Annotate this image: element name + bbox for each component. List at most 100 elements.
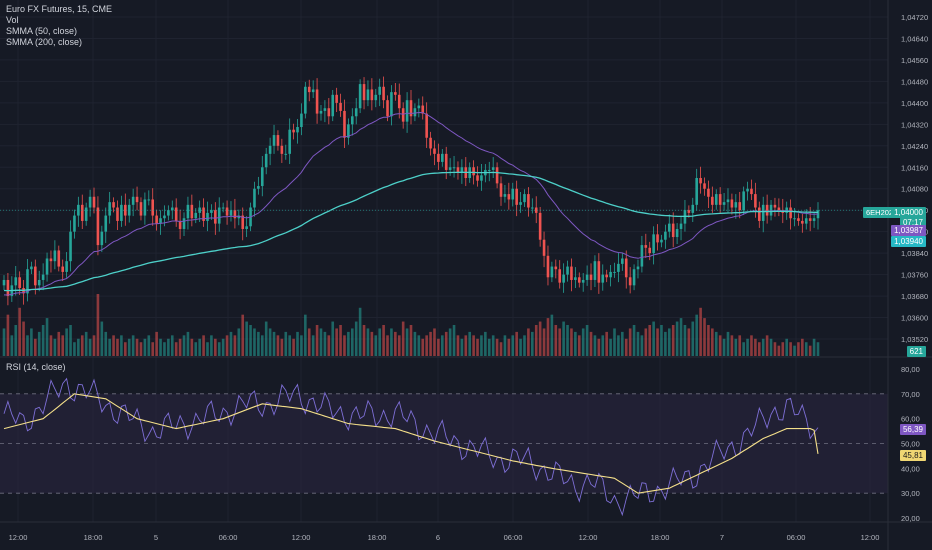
- candle-body: [711, 196, 714, 205]
- candle-body: [523, 194, 526, 203]
- candle-body: [507, 194, 511, 200]
- volume-bar: [116, 338, 119, 356]
- price-tick-label: 1,03600: [901, 314, 928, 323]
- time-tick-label: 06:00: [787, 533, 806, 542]
- volume-bar: [632, 325, 636, 356]
- candle-body: [69, 231, 72, 262]
- legend-smma50[interactable]: SMMA (50, close): [6, 26, 78, 36]
- smma200-tag: 1,03940: [891, 236, 926, 247]
- volume-bar: [253, 328, 256, 356]
- rsi-tick-label: 50,00: [901, 440, 920, 449]
- smma50-line: [3, 111, 819, 296]
- volume-bar: [327, 335, 331, 356]
- candle-body: [456, 167, 460, 173]
- volume-bar: [2, 328, 6, 356]
- volume-bar: [730, 335, 734, 356]
- volume-bar: [452, 325, 456, 356]
- candle-body: [691, 204, 695, 213]
- volume-bar: [765, 335, 769, 356]
- volume-bar: [245, 321, 248, 356]
- candle-body: [343, 110, 346, 138]
- volume-bar: [307, 328, 311, 356]
- price-tick-label: 1,04400: [901, 99, 928, 108]
- volume-bar: [675, 321, 679, 356]
- volume-bar: [703, 318, 706, 356]
- rsi-ma-line: [3, 393, 819, 494]
- candle-body: [585, 274, 589, 280]
- candle-body: [386, 100, 389, 117]
- volume-bar: [225, 335, 229, 356]
- volume-bar: [151, 342, 155, 356]
- volume-bar: [773, 342, 777, 356]
- time-tick-label: 18:00: [651, 533, 670, 542]
- volume-bar: [679, 318, 683, 356]
- candle-body: [202, 207, 205, 221]
- volume-bar: [707, 325, 710, 356]
- volume-bar: [77, 338, 80, 356]
- price-tick-label: 1,04320: [901, 120, 928, 129]
- volume-bar: [726, 331, 730, 356]
- candle-body: [163, 215, 166, 219]
- legend-vol[interactable]: Vol: [6, 15, 19, 25]
- candle-body: [34, 266, 37, 286]
- volume-bar: [276, 335, 280, 356]
- candle-body: [233, 210, 237, 219]
- candle-body: [757, 207, 761, 221]
- candle-body: [664, 231, 667, 240]
- candle-body: [49, 258, 53, 262]
- candle-body: [648, 247, 652, 254]
- volume-bar: [609, 338, 612, 356]
- time-tick-label: 06:00: [504, 533, 523, 542]
- volume-bar: [664, 331, 667, 356]
- volume-bar: [14, 325, 18, 356]
- volume-bar: [660, 325, 663, 356]
- candle-body: [804, 218, 808, 224]
- volume-bar: [370, 331, 374, 356]
- candle-body: [765, 204, 769, 216]
- candle-body: [519, 202, 522, 205]
- volume-bar: [750, 335, 753, 356]
- volume-bar: [260, 335, 264, 356]
- candle-body: [675, 228, 679, 238]
- candle-body: [120, 204, 123, 221]
- volume-bar: [421, 338, 425, 356]
- candle-body: [370, 89, 374, 101]
- candle-body: [350, 116, 354, 125]
- legend-smma200[interactable]: SMMA (200, close): [6, 37, 83, 47]
- volume-bar: [296, 331, 299, 356]
- volume-bar: [350, 328, 354, 356]
- candle-body: [61, 266, 65, 272]
- volume-bar: [405, 328, 409, 356]
- candle-body: [124, 204, 127, 216]
- candle-body: [609, 271, 612, 278]
- volume-bar: [229, 331, 233, 356]
- volume-bar: [155, 331, 158, 356]
- candle-body: [260, 167, 264, 187]
- candle-body: [237, 215, 241, 219]
- volume-bar: [468, 331, 472, 356]
- volume-bar: [100, 321, 104, 356]
- candle-body: [613, 271, 616, 273]
- candle-body: [37, 279, 41, 286]
- candle-body: [88, 196, 92, 208]
- candle-body: [417, 105, 421, 109]
- volume-bar: [30, 328, 33, 356]
- volume-bar: [401, 321, 405, 356]
- volume-bar: [323, 331, 327, 356]
- volume-bar: [194, 342, 198, 356]
- candle-body: [527, 194, 530, 208]
- rsi-title[interactable]: RSI (14, close): [6, 362, 66, 372]
- volume-bar: [378, 328, 381, 356]
- candle-body: [257, 186, 260, 189]
- candle-body: [198, 207, 201, 213]
- symbol-title[interactable]: Euro FX Futures, 15, CME: [6, 4, 113, 14]
- price-tick-label: 1,04080: [901, 185, 928, 194]
- candle-body: [131, 196, 135, 205]
- volume-bar: [210, 335, 213, 356]
- candle-body: [577, 277, 581, 283]
- smma200-line: [3, 171, 818, 292]
- volume-bar: [382, 325, 385, 356]
- candle-body: [531, 207, 534, 209]
- candle-body: [558, 269, 562, 283]
